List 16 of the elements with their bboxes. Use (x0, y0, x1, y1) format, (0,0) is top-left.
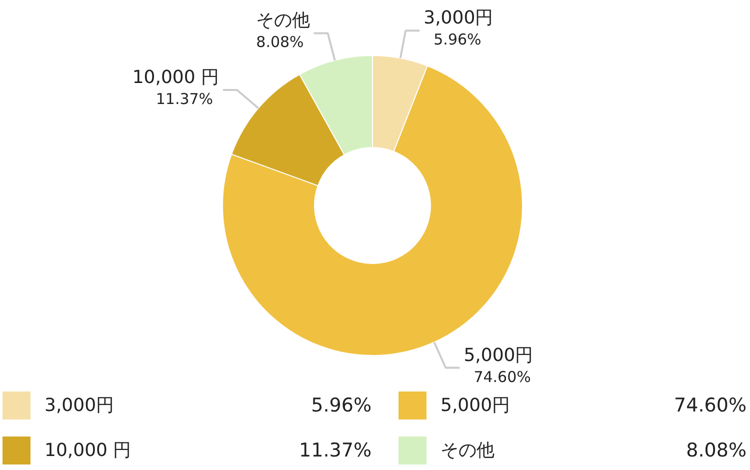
text: 8.08% (686, 440, 746, 462)
legend-label: その他 (440, 440, 494, 461)
legend-label: 3,000円 (44, 395, 114, 416)
slice-label: 10,000 円 (132, 67, 220, 88)
legend-label: 5,000円 (440, 395, 510, 416)
text: 5.96% (311, 394, 372, 416)
slice-label: その他 (256, 10, 310, 32)
legend-label: 10,000 円 (44, 440, 132, 461)
data-label: 5.96% (434, 30, 482, 49)
data-label: 74.60% (474, 368, 531, 386)
text: 74.60% (674, 394, 747, 416)
text: 11.37% (299, 440, 372, 462)
slice-label: 3,000円 (424, 8, 494, 29)
slice-label: 5,000円 (464, 344, 534, 366)
data-label: 8.08% (256, 33, 304, 52)
data-label: 11.37% (156, 90, 214, 108)
